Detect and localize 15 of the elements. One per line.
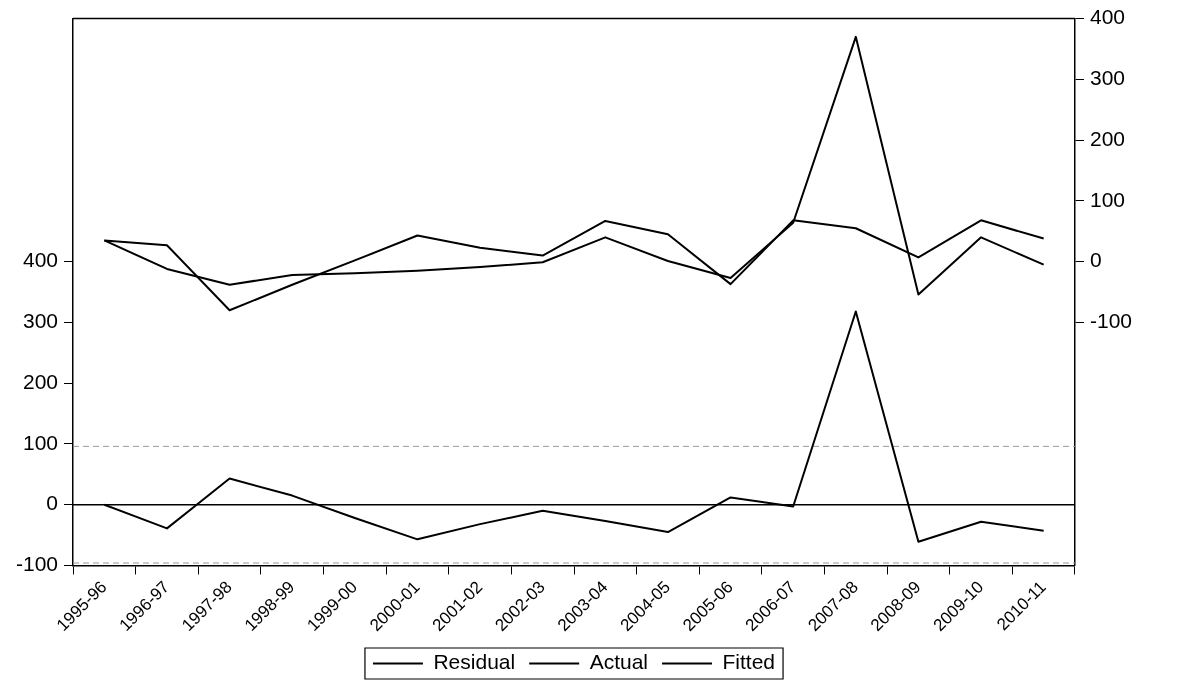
- y-tick-label: 300: [22, 309, 59, 333]
- y2-tick-label: 300: [1089, 66, 1126, 90]
- y-tick-label: 0: [46, 491, 59, 515]
- y2-tick-label: 0: [1089, 248, 1102, 272]
- legend-label: Residual: [433, 650, 516, 674]
- y-tick-label: -100: [16, 552, 59, 576]
- y2-tick-label: -100: [1089, 309, 1132, 333]
- legend-label: Actual: [589, 650, 649, 674]
- y2-tick-label: 400: [1089, 5, 1126, 29]
- y-tick-label: 200: [22, 369, 59, 393]
- y2-tick-label: 200: [1089, 126, 1126, 150]
- y-tick-label: 400: [22, 248, 59, 272]
- y2-tick-label: 100: [1089, 187, 1126, 211]
- legend-label: Fitted: [722, 650, 776, 674]
- y-tick-label: 100: [22, 430, 59, 454]
